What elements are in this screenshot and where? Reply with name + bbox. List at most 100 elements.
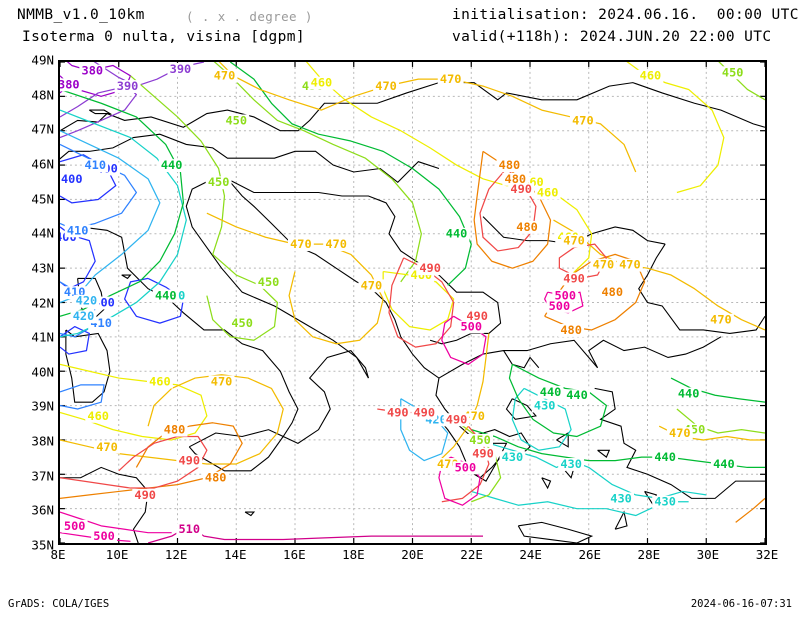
contour-line-460 <box>60 363 208 441</box>
contour-label: 470 <box>593 258 615 272</box>
y-axis-tick: 45N <box>31 191 54 207</box>
contour-label: 470 <box>290 237 312 251</box>
contour-label-mask <box>114 80 141 93</box>
y-axis-tick: 44N <box>31 225 54 241</box>
contour-label-mask <box>443 413 470 427</box>
contour-label-mask <box>599 286 626 300</box>
contour-label: 490 <box>472 447 494 461</box>
contour-label-mask <box>710 458 737 471</box>
contour-label: 460 <box>311 76 333 90</box>
field-title: Isoterma 0 nulta, visina [dgpm] <box>22 29 306 45</box>
contour-label: 470 <box>211 375 233 389</box>
chart-header: NMMB_v1.0_10km ( . x . degree ) Isoterma… <box>0 0 800 54</box>
contour-label: 500 <box>460 320 482 334</box>
contour-label-mask <box>61 519 88 533</box>
contour-label-mask <box>569 114 596 128</box>
contour-label: 470 <box>325 237 347 251</box>
contour-label-mask <box>176 454 203 468</box>
contour-line-470 <box>60 374 284 465</box>
contour-label: 510 <box>178 522 200 536</box>
contour-label-mask <box>637 69 664 83</box>
contour-label-mask <box>496 159 523 173</box>
contour-line-400 <box>60 325 90 355</box>
contour-label-mask <box>323 238 350 252</box>
contour-label: 440 <box>540 385 562 399</box>
contour-label-mask <box>358 279 385 293</box>
y-axis-tick: 43N <box>31 260 54 276</box>
contour-label: 410 <box>67 223 89 237</box>
contour-label: 390 <box>170 62 192 76</box>
coastline-segment <box>60 82 765 132</box>
contour-line-500 <box>60 511 172 534</box>
initialisation-time: initialisation: 2024.06.16. 00:00 UTC <box>452 7 799 23</box>
contour-label-mask <box>64 224 91 238</box>
contour-label: 440 <box>161 158 183 172</box>
contour-label-mask <box>60 172 85 186</box>
contour-line-400 <box>60 154 117 204</box>
contour-label-mask <box>502 172 529 186</box>
contour-label: 440 <box>566 388 588 402</box>
coastline-segment <box>438 339 598 379</box>
x-axis-tick: 12E <box>164 547 188 562</box>
contour-label-mask <box>85 409 112 423</box>
coastline-segment <box>188 429 285 472</box>
contour-label-mask <box>464 310 491 324</box>
contour-label: 490 <box>510 182 532 196</box>
contour-label: 470 <box>375 79 397 93</box>
contour-line-480 <box>735 497 765 523</box>
latitude-axis: 35N 36N 37N 38N 39N 40N 41N 42N 43N 44N 45N 46N 47N 4… <box>0 53 54 553</box>
contour-label: 410 <box>84 158 106 172</box>
contour-label: 430 <box>502 450 524 464</box>
contour-label: 450 <box>225 113 247 127</box>
contour-label: 470 <box>619 258 641 272</box>
contour-label-mask <box>132 488 159 502</box>
contour-label: 480 <box>601 285 623 299</box>
contour-label: 470 <box>96 440 118 454</box>
contour-line-410 <box>60 384 105 410</box>
coastline-segment <box>65 329 111 403</box>
contour-label: 470 <box>710 313 732 327</box>
contour-label-mask <box>564 389 590 403</box>
contour-label-mask <box>373 80 399 93</box>
contour-label: 380 <box>82 64 104 78</box>
contour-label: 430 <box>610 491 632 505</box>
y-axis-tick: 41N <box>31 329 54 345</box>
contour-label-mask <box>470 447 496 461</box>
contour-label: 380 <box>60 77 80 91</box>
contour-label-mask <box>82 159 109 173</box>
contour-line-390 <box>60 85 137 139</box>
grads-credit: GrADS: COLA/IGES <box>8 598 110 610</box>
contour-label-mask <box>552 289 579 303</box>
contour-label-mask <box>558 458 585 471</box>
coastline-segment <box>541 477 552 490</box>
contour-line-470 <box>435 333 490 465</box>
contour-label-mask <box>652 495 679 509</box>
contour-label-mask <box>719 66 746 80</box>
contour-label-mask <box>417 262 444 276</box>
contour-label: 490 <box>466 309 488 323</box>
contour-label-mask <box>411 406 438 420</box>
contour-label-mask <box>94 440 120 454</box>
x-axis-tick: 16E <box>283 547 306 562</box>
contour-label-mask <box>534 186 561 200</box>
contour-label-mask <box>229 317 256 331</box>
contour-label-mask <box>675 387 702 401</box>
contour-label: 480 <box>205 471 227 485</box>
contour-label: 490 <box>419 261 441 275</box>
contour-labels-layer: 3803803903904004004004004104104104104204… <box>60 62 746 543</box>
contour-label-mask <box>608 492 634 506</box>
contour-label-mask <box>91 530 117 543</box>
contour-label-mask <box>590 258 617 272</box>
contour-label: 440 <box>678 387 700 401</box>
contour-label-mask <box>514 220 540 234</box>
x-axis-tick: 30E <box>696 547 720 562</box>
contour-label-mask <box>452 461 479 475</box>
coastline-segment <box>503 350 540 369</box>
contour-label: 460 <box>149 375 171 389</box>
contour-label: 440 <box>654 450 676 464</box>
y-axis-tick: 39N <box>31 398 54 414</box>
contour-label: 500 <box>455 460 477 474</box>
contour-map-plot: 3803803903904004004004004104104104104204… <box>58 60 767 545</box>
contour-label-mask <box>70 310 97 324</box>
contour-label: 440 <box>446 227 468 241</box>
